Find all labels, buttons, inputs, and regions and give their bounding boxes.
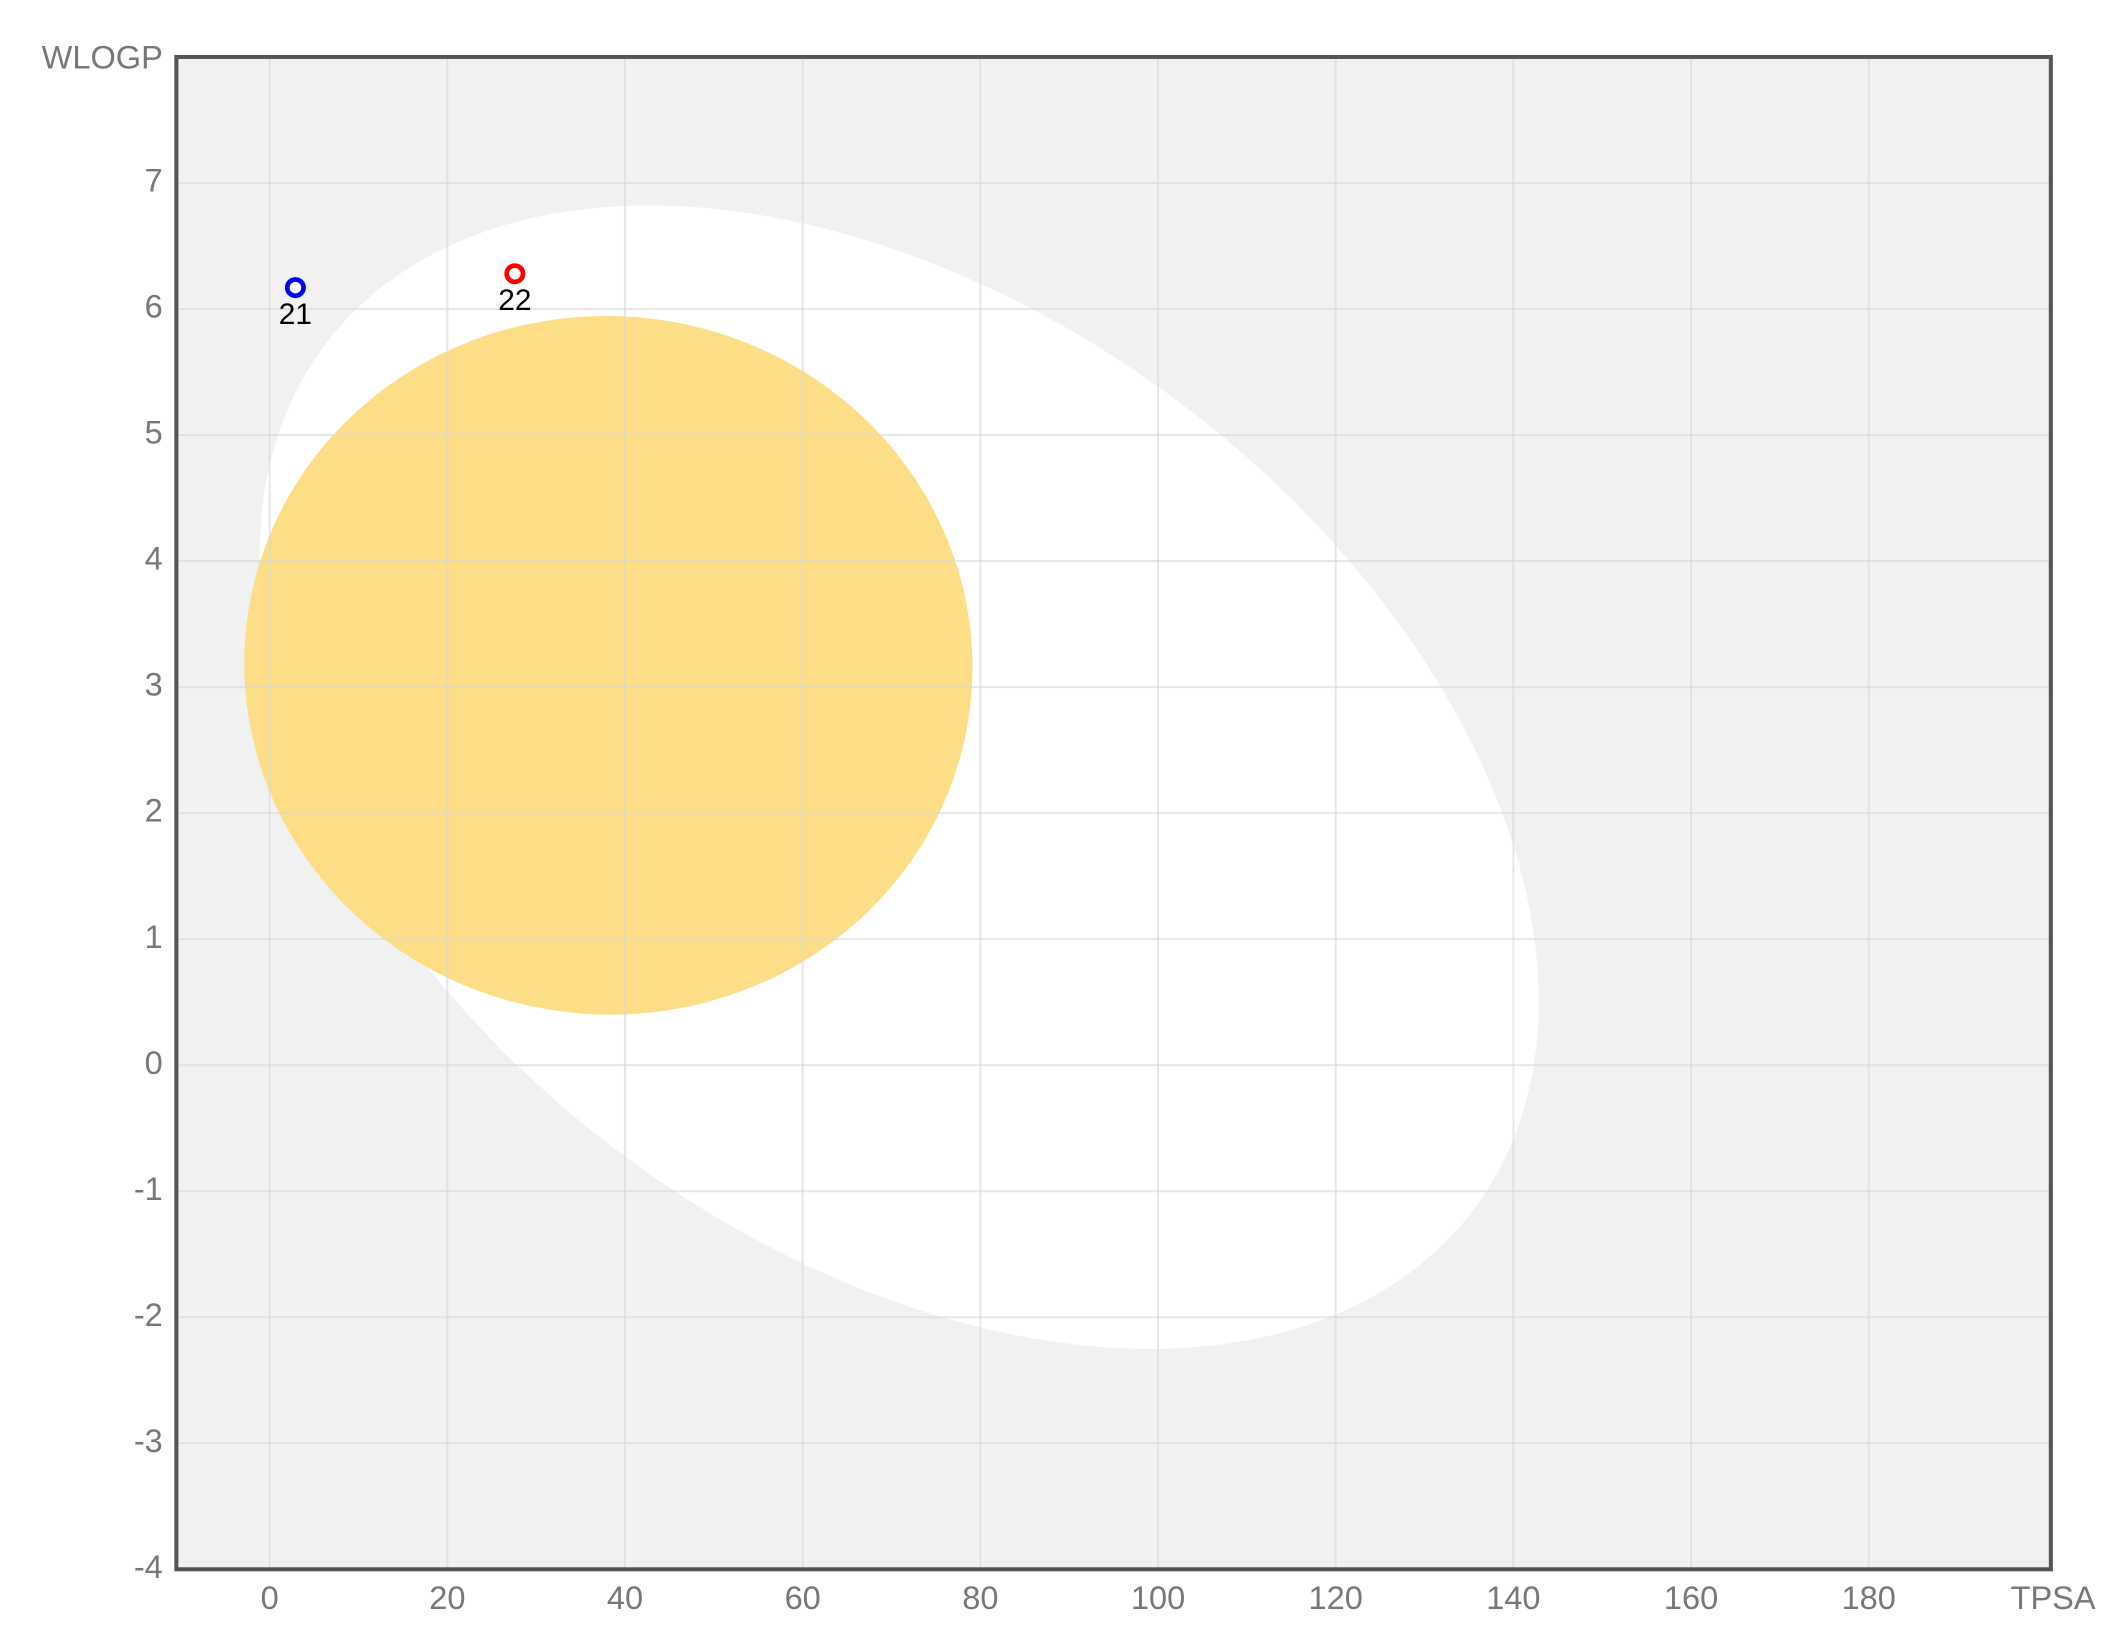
point [504, 263, 526, 285]
x-tick-label: 160 [1664, 1580, 1718, 1616]
x-tick-label: 0 [261, 1580, 279, 1616]
y-axis-label: WLOGP [42, 39, 163, 75]
y-tick-label: -1 [134, 1171, 163, 1207]
plot-frame [174, 54, 2053, 1572]
y-tick-label: 3 [145, 667, 163, 703]
x-tick-label: 60 [785, 1580, 821, 1616]
x-tick-label: 120 [1309, 1580, 1363, 1616]
regions [244, 205, 1539, 1349]
x-axis-label: TPSA [2011, 1580, 2096, 1616]
y-tick-label: 7 [145, 163, 163, 199]
yolk-region [244, 315, 973, 1015]
point-label: 21 [279, 298, 312, 331]
x-tick-label: 20 [429, 1580, 465, 1616]
x-tick-label: 180 [1842, 1580, 1896, 1616]
y-tick-label: -4 [134, 1549, 163, 1585]
y-tick-label: 6 [145, 289, 163, 325]
x-tick-label: 100 [1131, 1580, 1185, 1616]
grid [176, 56, 2051, 1571]
y-tick-label: 0 [145, 1045, 163, 1081]
y-tick-label: -3 [134, 1423, 163, 1459]
x-tick-label: 80 [962, 1580, 998, 1616]
y-tick-label: 5 [145, 415, 163, 451]
y-tick-label: 2 [145, 793, 163, 829]
y-tick-label: 1 [145, 919, 163, 955]
y-tick-label: -2 [134, 1297, 163, 1333]
point [284, 277, 306, 299]
y-tick-label: 4 [145, 541, 163, 577]
x-tick-label: 140 [1486, 1580, 1540, 1616]
point-label: 22 [498, 284, 531, 317]
x-tick-label: 40 [607, 1580, 643, 1616]
